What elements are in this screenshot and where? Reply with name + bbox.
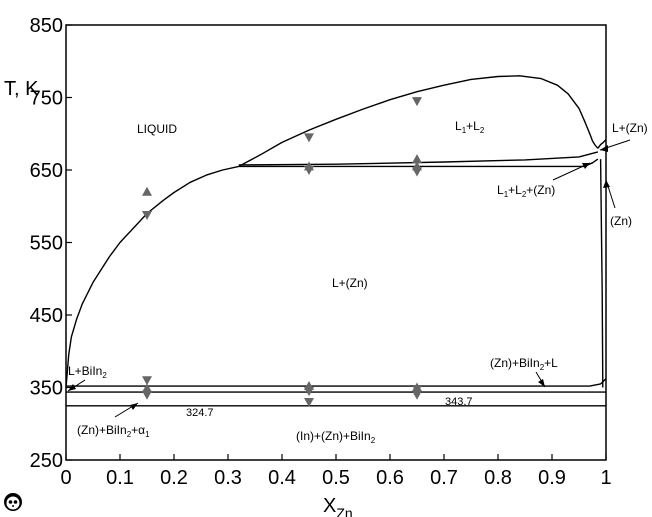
marker-down xyxy=(142,210,152,220)
label-l-zn-top: L+(Zn) xyxy=(612,121,648,135)
y-tick-label: 450 xyxy=(30,305,63,327)
y-axis-title: T, K xyxy=(4,78,39,100)
label-t-343-7: 343.7 xyxy=(445,396,473,408)
x-tick-label: 0.7 xyxy=(430,467,458,489)
boundary-liquidus xyxy=(65,165,239,388)
y-tick-label: 750 xyxy=(30,88,63,110)
x-tick-label: 1 xyxy=(600,467,611,489)
x-axis-ticks: 0 0.1 0.2 0.3 0.4 0.5 0.6 0.7 0.8 0.9 1 xyxy=(60,454,612,489)
panda-logo-icon xyxy=(4,493,22,511)
boundary-eutectic_upper xyxy=(66,378,607,387)
y-tick-label: 350 xyxy=(30,378,63,400)
x-tick-label: 0.2 xyxy=(160,467,188,489)
y-tick-label: 850 xyxy=(30,15,63,37)
marker-down xyxy=(142,376,152,386)
boundary-zn_solvus xyxy=(599,159,604,388)
x-axis-title-sub: Zn xyxy=(336,505,352,517)
label-t-324-7: 324.7 xyxy=(186,407,214,419)
x-tick-label: 0.6 xyxy=(376,467,404,489)
y-tick-label: 650 xyxy=(30,160,63,182)
y-axis-ticks: 250 350 450 550 650 750 850 xyxy=(30,15,72,472)
marker-down xyxy=(304,133,314,143)
marker-down xyxy=(412,97,422,107)
x-tick-label: 0 xyxy=(60,467,71,489)
x-axis-title-main: X xyxy=(323,495,336,517)
marker-up xyxy=(142,186,152,196)
marker-up xyxy=(304,161,314,171)
boundary-zn_liquidus_right xyxy=(597,139,607,149)
arrowhead-l1-l2-zn xyxy=(582,163,590,169)
arrowhead-l-zn-top xyxy=(600,145,608,152)
x-tick-label: 0.8 xyxy=(484,467,512,489)
label-zn-biin2-alpha: (Zn)+BiIn2+α1 xyxy=(77,423,150,439)
y-tick-label: 250 xyxy=(30,450,63,472)
boundary-l1_l2_zn_lower xyxy=(238,151,599,166)
x-tick-label: 0.3 xyxy=(214,467,242,489)
marker-up xyxy=(304,381,314,391)
label-zn: (Zn) xyxy=(610,214,632,228)
marker-up xyxy=(142,383,152,393)
marker-up xyxy=(412,154,422,164)
data-markers xyxy=(142,97,422,407)
arrowhead-l-biin2 xyxy=(68,384,76,391)
marker-down xyxy=(412,390,422,400)
x-tick-label: 0.9 xyxy=(538,467,566,489)
label-in-zn-biin2: (In)+(Zn)+BiIn2 xyxy=(296,429,376,445)
marker-down xyxy=(304,398,314,407)
marker-down xyxy=(142,390,152,400)
boundary-miscibility_gap xyxy=(238,75,599,168)
x-tick-label: 0.5 xyxy=(322,467,350,489)
marker-up xyxy=(412,161,422,171)
label-l-biin2: L+BiIn2 xyxy=(68,364,107,380)
y-tick-label: 550 xyxy=(30,233,63,255)
arrowhead-zn-biin2-alpha xyxy=(130,403,138,410)
x-tick-label: 0.4 xyxy=(268,467,296,489)
label-l-zn-mid: L+(Zn) xyxy=(332,276,368,290)
label-l1-l2: L1+L2 xyxy=(455,119,485,135)
label-liquid: LIQUID xyxy=(137,122,177,136)
x-tick-label: 0.1 xyxy=(106,467,134,489)
arrowhead-zn xyxy=(603,180,610,188)
phase-boundaries xyxy=(65,75,607,407)
x-axis-title: XZn xyxy=(323,495,353,517)
label-l1-l2-zn: L1+L2+(Zn) xyxy=(497,183,555,199)
marker-up xyxy=(412,382,422,392)
label-zn-biin2-l: (Zn)+BiIn2+L xyxy=(490,356,558,372)
arrowhead-zn-biin2-l xyxy=(538,379,545,387)
